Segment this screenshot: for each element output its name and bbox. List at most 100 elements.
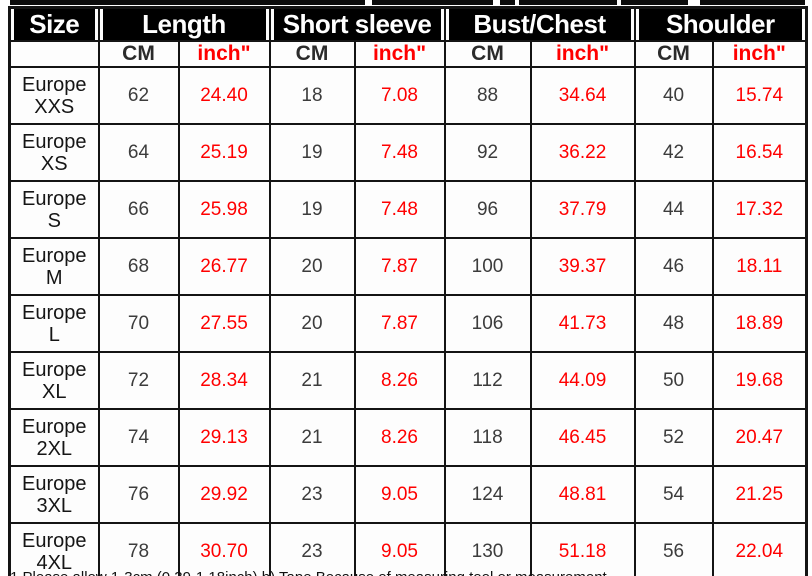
- size-cell: Europe XS: [8, 123, 100, 182]
- unit-header-cm: CM: [633, 40, 714, 68]
- inch-value-cell: 16.54: [711, 123, 808, 182]
- size-chart-body: Europe XXS 62 24.40 18 7.08 88 34.64 40 15.74 Eur…: [8, 66, 808, 576]
- cm-value-cell: 52: [633, 408, 714, 467]
- group-header-row: Size Length Short sleeve Bust/Chest Shou…: [8, 6, 808, 42]
- inch-value-cell: 21.25: [711, 465, 808, 524]
- unit-header-inch: inch": [529, 40, 636, 68]
- inch-value-cell: 29.13: [177, 408, 271, 467]
- inch-value-cell: 44.09: [529, 351, 636, 410]
- table-row: Europe 3XL 76 29.92 23 9.05 124 48.81 54 21.25: [8, 465, 808, 524]
- inch-value-cell: 51.18: [529, 522, 636, 576]
- inch-value-cell: 24.40: [177, 66, 271, 125]
- column-header-size: Size: [8, 6, 100, 42]
- cm-value-cell: 20: [268, 294, 356, 353]
- cm-value-cell: 118: [443, 408, 532, 467]
- inch-value-cell: 29.92: [177, 465, 271, 524]
- cm-value-cell: 40: [633, 66, 714, 125]
- cm-value-cell: 44: [633, 180, 714, 239]
- unit-header-cm: CM: [443, 40, 532, 68]
- cm-value-cell: 112: [443, 351, 532, 410]
- cm-value-cell: 18: [268, 66, 356, 125]
- inch-value-cell: 8.26: [353, 408, 446, 467]
- cm-value-cell: 21: [268, 408, 356, 467]
- cm-value-cell: 76: [97, 465, 180, 524]
- cm-value-cell: 19: [268, 123, 356, 182]
- cm-value-cell: 19: [268, 180, 356, 239]
- inch-value-cell: 20.47: [711, 408, 808, 467]
- column-header-shoulder: Shoulder: [633, 6, 808, 42]
- inch-value-cell: 19.68: [711, 351, 808, 410]
- inch-value-cell: 25.19: [177, 123, 271, 182]
- cm-value-cell: 96: [443, 180, 532, 239]
- cm-value-cell: 66: [97, 180, 180, 239]
- table-row: Europe M 68 26.77 20 7.87 100 39.37 46 18.11: [8, 237, 808, 296]
- unit-header-inch: inch": [177, 40, 271, 68]
- cm-value-cell: 70: [97, 294, 180, 353]
- table-row: Europe 2XL 74 29.13 21 8.26 118 46.45 52 20.47: [8, 408, 808, 467]
- cm-value-cell: 23: [268, 522, 356, 576]
- inch-value-cell: 25.98: [177, 180, 271, 239]
- table-row: Europe XL 72 28.34 21 8.26 112 44.09 50 19.68: [8, 351, 808, 410]
- cm-value-cell: 54: [633, 465, 714, 524]
- cm-value-cell: 124: [443, 465, 532, 524]
- cm-value-cell: 48: [633, 294, 714, 353]
- column-header-short-sleeve: Short sleeve: [268, 6, 446, 42]
- cm-value-cell: 68: [97, 237, 180, 296]
- table-row: Europe L 70 27.55 20 7.87 106 41.73 48 18.89: [8, 294, 808, 353]
- inch-value-cell: 18.89: [711, 294, 808, 353]
- size-cell: Europe S: [8, 180, 100, 239]
- inch-value-cell: 28.34: [177, 351, 271, 410]
- inch-value-cell: 8.26: [353, 351, 446, 410]
- inch-value-cell: 7.87: [353, 294, 446, 353]
- cm-value-cell: 20: [268, 237, 356, 296]
- size-cell: Europe XL: [8, 351, 100, 410]
- cm-value-cell: 72: [97, 351, 180, 410]
- cm-value-cell: 64: [97, 123, 180, 182]
- cm-value-cell: 92: [443, 123, 532, 182]
- inch-value-cell: 46.45: [529, 408, 636, 467]
- size-cell: Europe 2XL: [8, 408, 100, 467]
- size-chart-table: Size Length Short sleeve Bust/Chest Shou…: [8, 6, 809, 576]
- inch-value-cell: 37.79: [529, 180, 636, 239]
- inch-value-cell: 7.48: [353, 180, 446, 239]
- table-row: Europe XS 64 25.19 19 7.48 92 36.22 42 16.54: [8, 123, 808, 182]
- cm-value-cell: 50: [633, 351, 714, 410]
- size-cell: Europe L: [8, 294, 100, 353]
- cm-value-cell: 21: [268, 351, 356, 410]
- inch-value-cell: 15.74: [711, 66, 808, 125]
- column-header-bust-chest: Bust/Chest: [443, 6, 636, 42]
- unit-header-cm: CM: [268, 40, 356, 68]
- unit-header-row: CM inch" CM inch" CM inch" CM inch": [8, 40, 808, 68]
- inch-value-cell: 34.64: [529, 66, 636, 125]
- table-row: Europe S 66 25.98 19 7.48 96 37.79 44 17.32: [8, 180, 808, 239]
- cm-value-cell: 100: [443, 237, 532, 296]
- size-cell: Europe 3XL: [8, 465, 100, 524]
- unit-header-empty: [8, 40, 100, 68]
- cm-value-cell: 88: [443, 66, 532, 125]
- cropped-header-strip: [10, 0, 805, 5]
- cm-value-cell: 42: [633, 123, 714, 182]
- unit-header-inch: inch": [353, 40, 446, 68]
- size-cell: Europe XXS: [8, 66, 100, 125]
- unit-header-cm: CM: [97, 40, 180, 68]
- table-row: Europe XXS 62 24.40 18 7.08 88 34.64 40 15.74: [8, 66, 808, 125]
- inch-value-cell: 7.48: [353, 123, 446, 182]
- size-cell: Europe M: [8, 237, 100, 296]
- cm-value-cell: 56: [633, 522, 714, 576]
- inch-value-cell: 30.70: [177, 522, 271, 576]
- footnote-partial-text: 1.Please allow 1-3cm (0.39-1.18inch) b) …: [10, 569, 800, 576]
- inch-value-cell: 39.37: [529, 237, 636, 296]
- cm-value-cell: 74: [97, 408, 180, 467]
- inch-value-cell: 26.77: [177, 237, 271, 296]
- inch-value-cell: 18.11: [711, 237, 808, 296]
- cm-value-cell: 23: [268, 465, 356, 524]
- cm-value-cell: 62: [97, 66, 180, 125]
- inch-value-cell: 48.81: [529, 465, 636, 524]
- inch-value-cell: 9.05: [353, 522, 446, 576]
- size-cell: Europe 4XL: [8, 522, 100, 576]
- cm-value-cell: 46: [633, 237, 714, 296]
- unit-header-inch: inch": [711, 40, 808, 68]
- inch-value-cell: 7.08: [353, 66, 446, 125]
- inch-value-cell: 41.73: [529, 294, 636, 353]
